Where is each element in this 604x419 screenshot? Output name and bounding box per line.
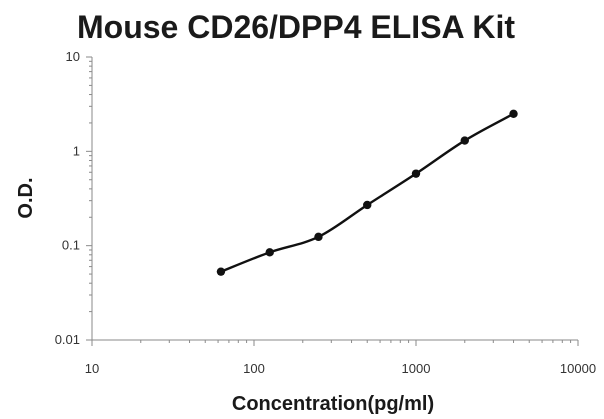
x-tick-label: 10 [85,361,99,376]
chart-title: Mouse CD26/DPP4 ELISA Kit [77,9,515,45]
x-axis-title: Concentration(pg/ml) [232,393,434,415]
y-tick-label: 1 [73,143,80,158]
data-point [363,200,372,210]
y-axis-title: O.D. [15,177,37,218]
y-tick-label: 0.1 [62,238,80,253]
data-point [411,169,421,178]
x-tick-label: 1000 [402,361,431,376]
data-point [265,248,274,257]
x-tick-label: 100 [243,361,265,376]
data-point [460,136,469,145]
fit-curve [219,112,515,273]
plot-area [216,109,518,276]
data-point [314,232,323,242]
axes: 0.01 0.1 1 10 10 100 1000 10000 [55,49,596,376]
y-tick-label: 0.01 [55,332,80,347]
data-point [216,267,226,276]
data-point [509,109,518,118]
x-tick-label: 10000 [560,361,596,376]
y-tick-label: 10 [66,49,80,64]
